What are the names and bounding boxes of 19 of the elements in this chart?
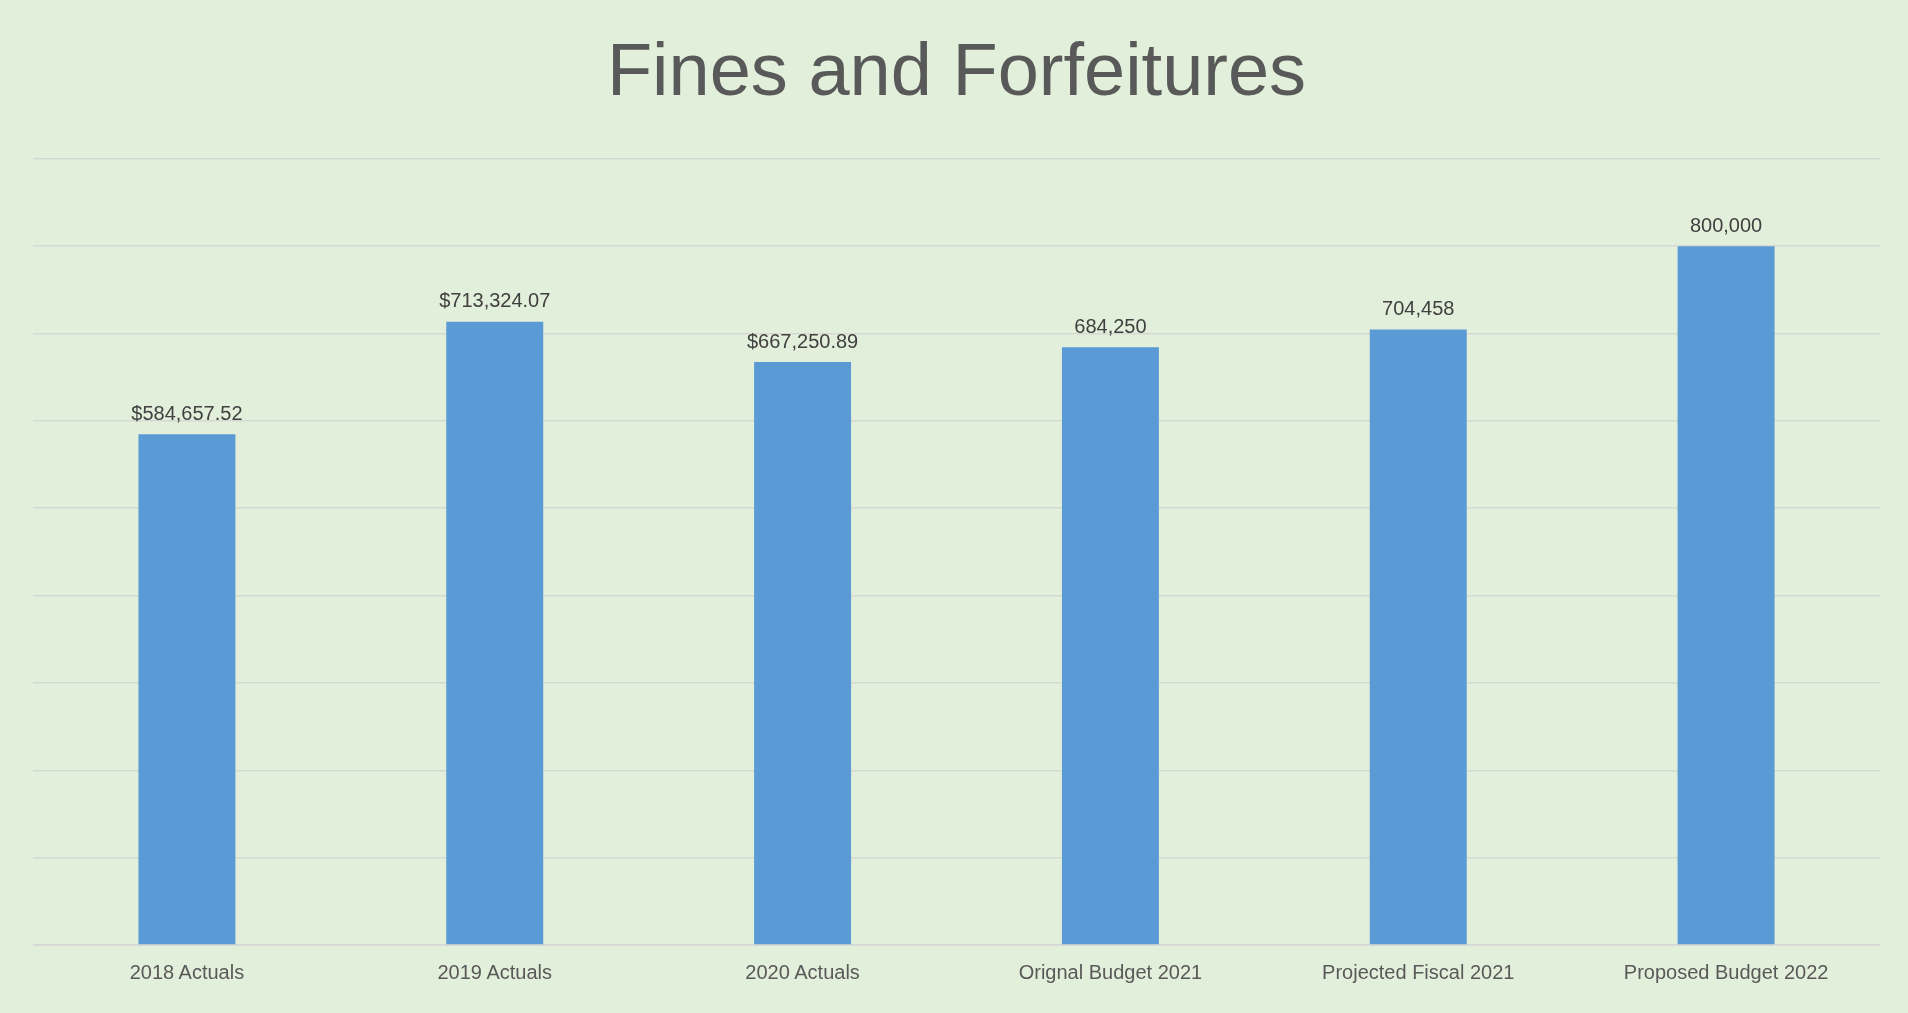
- x-tick-label: Orignal Budget 2021: [1018, 960, 1203, 983]
- bar: [1677, 246, 1775, 945]
- data-label: $667,250.89: [746, 329, 859, 352]
- data-label: 704,458: [1382, 297, 1455, 320]
- bar: [1369, 329, 1467, 945]
- bar: [138, 434, 236, 945]
- x-tick-label: 2020 Actuals: [745, 960, 860, 983]
- x-tick-label: Projected Fiscal 2021: [1322, 960, 1515, 983]
- chart-title: Fines and Forfeitures: [606, 27, 1307, 111]
- x-tick-label: 2019 Actuals: [437, 960, 553, 983]
- bar: [1061, 347, 1159, 945]
- data-label: 800,000: [1689, 213, 1763, 236]
- data-label: 684,250: [1074, 314, 1147, 337]
- x-tick-label: Proposed Budget 2022: [1623, 960, 1829, 983]
- data-label: $584,657.52: [131, 401, 243, 424]
- bar: [754, 362, 852, 945]
- data-label: $713,324.07: [439, 289, 551, 312]
- x-tick-label: 2018 Actuals: [129, 960, 245, 983]
- bar: [446, 321, 544, 945]
